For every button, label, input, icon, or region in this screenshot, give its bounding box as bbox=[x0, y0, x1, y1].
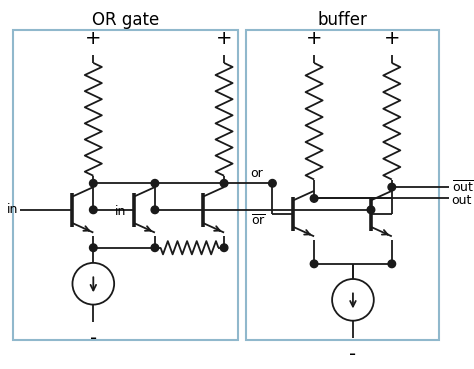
Circle shape bbox=[220, 244, 228, 252]
Circle shape bbox=[151, 206, 159, 214]
Text: OR gate: OR gate bbox=[92, 11, 159, 29]
Circle shape bbox=[90, 244, 97, 252]
Text: in: in bbox=[7, 203, 18, 216]
Text: out: out bbox=[452, 194, 472, 207]
Circle shape bbox=[388, 183, 396, 191]
Circle shape bbox=[90, 206, 97, 214]
Circle shape bbox=[90, 179, 97, 187]
Text: +: + bbox=[216, 29, 232, 48]
Text: in: in bbox=[115, 205, 127, 218]
Text: or: or bbox=[251, 168, 264, 180]
Circle shape bbox=[269, 179, 276, 187]
Bar bbox=[246, 30, 439, 339]
Circle shape bbox=[367, 206, 375, 214]
Circle shape bbox=[151, 179, 159, 187]
Bar bbox=[13, 30, 238, 339]
Text: $\overline{\mathrm{out}}$: $\overline{\mathrm{out}}$ bbox=[452, 179, 474, 195]
Circle shape bbox=[151, 244, 159, 252]
Text: +: + bbox=[85, 29, 101, 48]
Text: -: - bbox=[90, 329, 97, 348]
Circle shape bbox=[310, 260, 318, 268]
Circle shape bbox=[310, 195, 318, 202]
Circle shape bbox=[220, 179, 228, 187]
Text: +: + bbox=[306, 29, 322, 48]
Circle shape bbox=[388, 260, 396, 268]
Text: buffer: buffer bbox=[318, 11, 367, 29]
Text: +: + bbox=[383, 29, 400, 48]
Text: $\overline{\mathrm{or}}$: $\overline{\mathrm{or}}$ bbox=[251, 214, 265, 228]
Text: -: - bbox=[349, 345, 356, 364]
